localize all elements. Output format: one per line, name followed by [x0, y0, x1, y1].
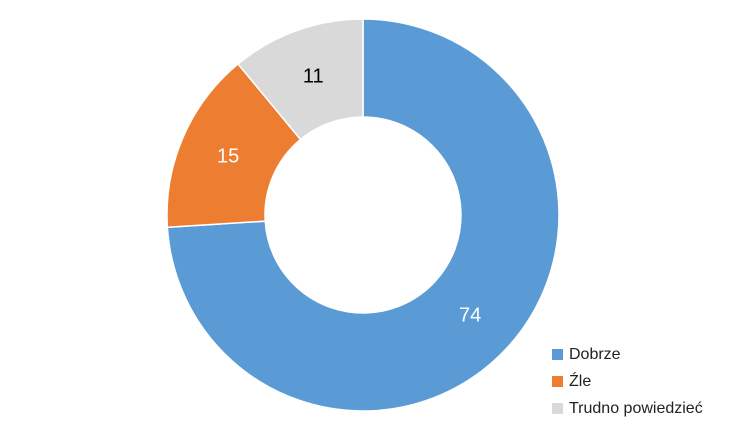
legend-swatch-zle: [552, 376, 563, 387]
slice-trudno-powiedziec: [237, 18, 364, 141]
slices-layer: [166, 18, 560, 412]
legend-label-zle: Źle: [569, 372, 592, 390]
legend-item-trudno-powiedziec: Trudno powiedzieć: [552, 395, 748, 422]
data-label-zle: 15: [217, 146, 239, 168]
data-labels-layer: 74 15 11: [217, 66, 481, 327]
legend-label-trudno-powiedziec: Trudno powiedzieć: [569, 399, 703, 417]
slice-dobrze: [166, 18, 560, 412]
legend-label-dobrze: Dobrze: [569, 345, 621, 363]
legend-swatch-trudno-powiedziec: [552, 403, 563, 414]
legend-item-dobrze: Dobrze: [552, 341, 748, 368]
chart-legend: Dobrze Źle Trudno powiedzieć: [552, 341, 748, 422]
data-label-trudno-powiedziec: 11: [303, 66, 324, 88]
legend-item-zle: Źle: [552, 368, 748, 395]
data-label-dobrze: 74: [459, 305, 481, 327]
legend-swatch-dobrze: [552, 349, 563, 360]
